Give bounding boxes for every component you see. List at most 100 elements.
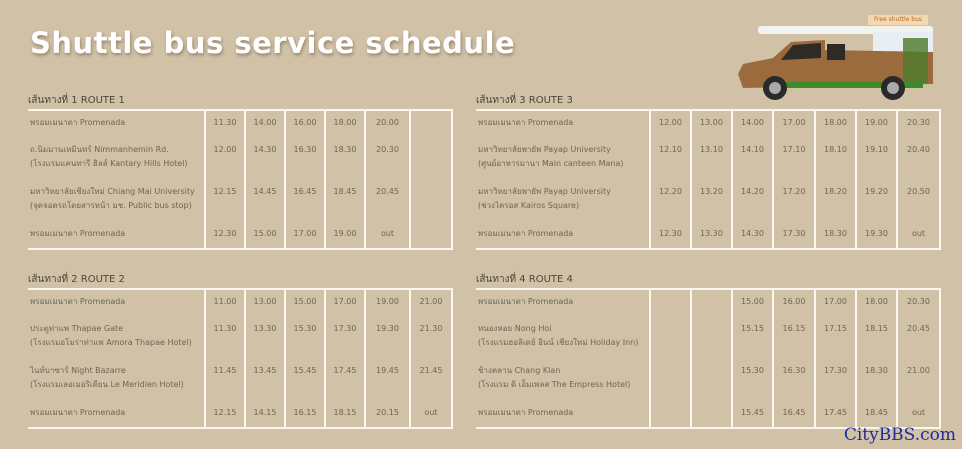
- table-row: พรอมเมนาดา Promenada 15.45 16.45 17.45 18.45…: [476, 401, 941, 428]
- departure-time: 13.00: [690, 110, 732, 138]
- stop-label: พรอมเมนาดา Promenada: [478, 118, 574, 127]
- departure-time: 18.00: [855, 289, 897, 317]
- departure-time: 20.30: [896, 289, 941, 317]
- departure-time: 16.00: [284, 110, 325, 138]
- stop-name: พรอมเมนาดา Promenada: [28, 401, 205, 428]
- stop-name: ช้างคลาน Chang Klan (โรงแรม ดิ เอ็มเพลส T…: [476, 359, 650, 401]
- departure-time: 15.15: [731, 317, 773, 359]
- departure-time: [690, 359, 732, 401]
- stop-label: พรอมเมนาดา Promenada: [30, 408, 126, 417]
- departure-time: 15.00: [731, 289, 773, 317]
- stop-name: ประตูท่าแพ Thapae Gate (โรงแรมอโมร่าท่าแพ…: [28, 317, 205, 359]
- route-title: เส้นทางที่ 3 ROUTE 3: [476, 95, 573, 106]
- departure-time: 21.45: [409, 359, 453, 401]
- stop-name: พรอมเมนาดา Promenada: [28, 289, 205, 317]
- departure-time: 20.45: [896, 317, 941, 359]
- stop-name: มหาวิทยาลัยเชียงใหม่ Chiang Mai Universi…: [28, 180, 205, 222]
- table-row: ประตูท่าแพ Thapae Gate (โรงแรมอโมร่าท่าแพ…: [28, 317, 453, 359]
- departure-time: 18.00: [324, 110, 365, 138]
- departure-time: 17.30: [772, 222, 815, 249]
- table-row: พรอมเมนาดา Promenada 15.00 16.00 17.00 18.00…: [476, 289, 941, 317]
- departure-time: [690, 401, 732, 428]
- table-row: พรอมเมนาดา Promenada 12.15 14.15 16.15 18.15…: [28, 401, 453, 428]
- departure-time: 17.00: [772, 110, 815, 138]
- departure-time: [649, 359, 691, 401]
- departure-time: 13.30: [244, 317, 285, 359]
- departure-time: 21.00: [409, 289, 453, 317]
- departure-time: [649, 289, 691, 317]
- departure-time: 11.00: [204, 289, 245, 317]
- stop-label: พรอมเมนาดา Promenada: [30, 297, 126, 306]
- departure-time: 19.00: [364, 289, 410, 317]
- vehicle-sign: Free shuttle bus: [868, 15, 928, 25]
- departure-time: out: [896, 222, 941, 249]
- departure-time: 15.00: [244, 222, 285, 249]
- departure-time: 14.45: [244, 180, 285, 222]
- departure-time: 11.30: [204, 317, 245, 359]
- departure-time: 16.45: [772, 401, 815, 428]
- departure-time: 16.45: [284, 180, 325, 222]
- departure-time: 14.00: [244, 110, 285, 138]
- schedule-table: พรอมเมนาดา Promenada 11.30 14.00 16.00 18.00…: [28, 109, 453, 250]
- shuttle-truck-image: [733, 12, 938, 106]
- departure-time: 15.00: [284, 289, 325, 317]
- stop-name: พรอมเมนาดา Promenada: [476, 401, 650, 428]
- stop-landmark: (โรงแรม ดิ เอ็มเพลส The Empress Hotel): [478, 380, 631, 389]
- departure-time: 17.00: [814, 289, 856, 317]
- departure-time: 20.30: [896, 110, 941, 138]
- table-row: พรอมเมนาดา Promenada 12.00 13.00 14.00 17.00…: [476, 110, 941, 138]
- departure-time: 13.30: [690, 222, 732, 249]
- departure-time: 21.00: [896, 359, 941, 401]
- departure-time: [409, 222, 453, 249]
- stop-name: หนองหอย Nong Hoi (โรงแรมฮอลิเดย์ อินน์ เช…: [476, 317, 650, 359]
- departure-time: [409, 138, 453, 180]
- departure-time: 18.30: [814, 222, 856, 249]
- departure-time: 14.10: [731, 138, 773, 180]
- departure-time: 19.30: [364, 317, 410, 359]
- departure-time: 19.00: [855, 110, 897, 138]
- departure-time: 15.30: [731, 359, 773, 401]
- departure-time: 12.00: [204, 138, 245, 180]
- stop-label: พรอมเมนาดา Promenada: [30, 229, 126, 238]
- stop-label: พรอมเมนาดา Promenada: [478, 229, 574, 238]
- stop-label: ถ.นิมมานเหมินทร์ Nimmanhemin Rd.: [30, 145, 169, 154]
- departure-time: 17.45: [814, 401, 856, 428]
- stop-landmark: (จุดจอดรถโดยสารหน้า มช. Public bus stop): [30, 201, 192, 210]
- stop-name: ไนท์บาซาร์ Night Bazarre (โรงแรมเลอเมอริเ…: [28, 359, 205, 401]
- departure-time: 20.45: [364, 180, 410, 222]
- departure-time: [409, 180, 453, 222]
- departure-time: 16.00: [772, 289, 815, 317]
- stop-name: พรอมเมนาดา Promenada: [476, 289, 650, 317]
- route-title: เส้นทางที่ 4 ROUTE 4: [476, 274, 573, 285]
- table-row: หนองหอย Nong Hoi (โรงแรมฮอลิเดย์ อินน์ เช…: [476, 317, 941, 359]
- departure-time: 13.20: [690, 180, 732, 222]
- stop-name: ถ.นิมมานเหมินทร์ Nimmanhemin Rd. (โรงแรมแ…: [28, 138, 205, 180]
- route-title: เส้นทางที่ 2 ROUTE 2: [28, 274, 125, 285]
- departure-time: 18.30: [855, 359, 897, 401]
- departure-time: out: [409, 401, 453, 428]
- route-1-schedule: เส้นทางที่ 1 ROUTE 1 พรอมเมนาดา Promenada…: [28, 93, 453, 250]
- departure-time: 17.20: [772, 180, 815, 222]
- stop-label: พรอมเมนาดา Promenada: [478, 297, 574, 306]
- departure-time: 18.30: [324, 138, 365, 180]
- departure-time: 15.45: [284, 359, 325, 401]
- departure-time: 12.30: [204, 222, 245, 249]
- departure-time: 19.30: [855, 222, 897, 249]
- departure-time: 17.00: [284, 222, 325, 249]
- stop-label: หนองหอย Nong Hoi: [478, 324, 552, 333]
- table-row: พรอมเมนาดา Promenada 12.30 13.30 14.30 17.30…: [476, 222, 941, 249]
- stop-landmark: (โรงแรมฮอลิเดย์ อินน์ เชียงใหม่ Holiday …: [478, 338, 639, 347]
- departure-time: 18.45: [324, 180, 365, 222]
- departure-time: 19.10: [855, 138, 897, 180]
- table-row: ไนท์บาซาร์ Night Bazarre (โรงแรมเลอเมอริเ…: [28, 359, 453, 401]
- departure-time: 16.15: [284, 401, 325, 428]
- schedule-table: พรอมเมนาดา Promenada 11.00 13.00 15.00 17.00…: [28, 288, 453, 429]
- stop-name: มหาวิทยาลัยพายัพ Payap University (ศูนย์อ…: [476, 138, 650, 180]
- departure-time: 19.45: [364, 359, 410, 401]
- departure-time: 13.10: [690, 138, 732, 180]
- departure-time: 17.30: [814, 359, 856, 401]
- table-row: พรอมเมนาดา Promenada 11.30 14.00 16.00 18.00…: [28, 110, 453, 138]
- departure-time: 12.00: [649, 110, 691, 138]
- watermark: CityBBS.com: [843, 425, 956, 445]
- table-row: มหาวิทยาลัยพายัพ Payap University (ศูนย์อ…: [476, 138, 941, 180]
